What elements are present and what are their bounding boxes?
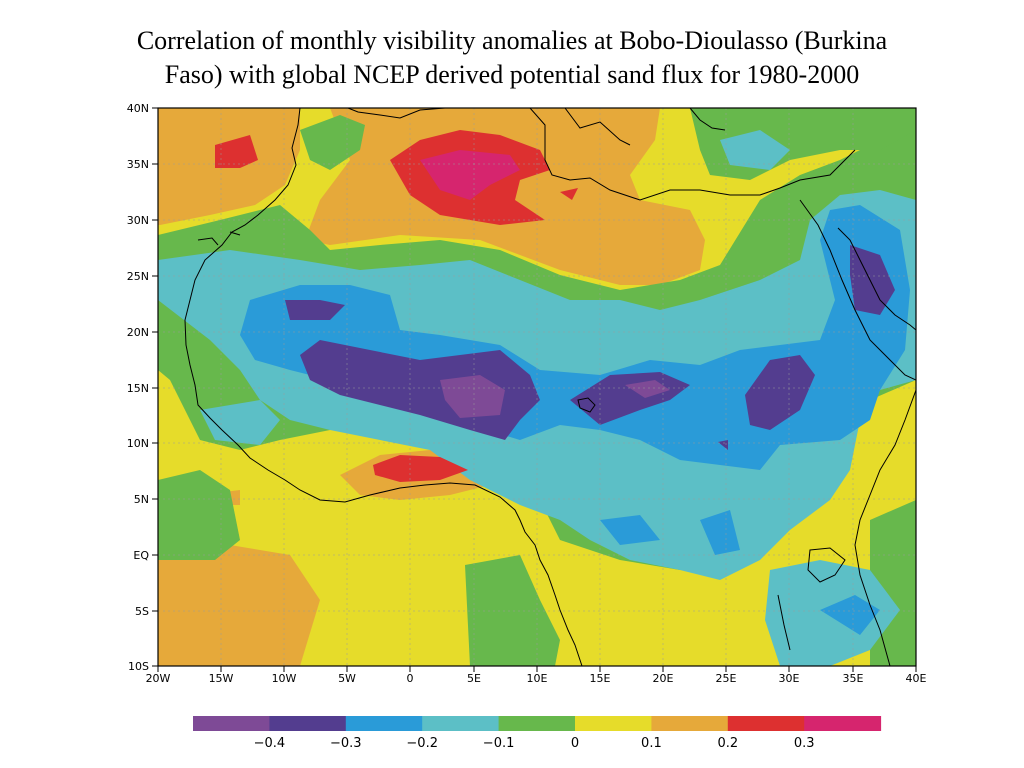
lon-label-5w: 5W xyxy=(338,672,356,685)
colorbar-swatch xyxy=(498,716,576,731)
contour-lightpurple-mali xyxy=(440,375,505,418)
contour-field xyxy=(158,108,916,666)
coastline-iberia xyxy=(347,108,446,119)
lat-label-40n: 40N xyxy=(127,102,149,115)
colorbar-label: −0.4 xyxy=(254,736,286,751)
map-title-line-1: Correlation of monthly visibility anomal… xyxy=(136,26,888,55)
lat-label-35n: 35N xyxy=(127,158,149,171)
coastline-canaries xyxy=(197,237,219,246)
contour-green-atlas xyxy=(300,115,365,170)
latitude-axis: 40N 35N 30N 25N 20N 15N 10N 5N EQ 5S 10S xyxy=(127,102,158,673)
colorbar-swatch xyxy=(727,716,805,731)
lat-label-25n: 25N xyxy=(127,270,149,283)
lat-label-30n: 30N xyxy=(127,214,149,227)
colorbar-label: −0.3 xyxy=(330,736,362,751)
lon-label-40e: 40E xyxy=(906,672,927,685)
lat-label-5s: 5S xyxy=(135,605,149,618)
lake-victoria xyxy=(807,547,846,583)
coastline-east-africa xyxy=(854,389,916,666)
lon-label-0: 0 xyxy=(407,672,414,685)
contour-blue-patch-1 xyxy=(600,515,660,545)
lon-label-30e: 30E xyxy=(779,672,800,685)
lake-chad xyxy=(577,397,596,413)
coastline-islands xyxy=(229,231,241,236)
map-title-line-2: Faso) with global NCEP derived potential… xyxy=(164,60,860,89)
lat-label-10s: 10S xyxy=(128,660,149,673)
lat-label-10n: 10N xyxy=(127,437,149,450)
coastline-italy xyxy=(564,108,631,146)
lon-label-25e: 25E xyxy=(716,672,737,685)
lon-label-20e: 20E xyxy=(653,672,674,685)
contour-darkpurple-sudan xyxy=(745,355,815,430)
graticule xyxy=(158,108,916,666)
coastline-west-africa xyxy=(184,108,583,666)
lon-label-15w: 15W xyxy=(209,672,234,685)
colorbar-label: 0.1 xyxy=(641,736,662,751)
contour-red-morocco xyxy=(215,135,258,168)
colorbar: −0.4 −0.3 −0.2 −0.1 0 0.1 0.2 0.3 xyxy=(193,716,882,751)
colorbar-swatch xyxy=(269,716,347,731)
coastline-red-sea-east xyxy=(837,227,916,331)
contour-red-gulf xyxy=(373,455,468,482)
lat-label-eq: EQ xyxy=(133,549,149,562)
colorbar-label: −0.1 xyxy=(483,736,515,751)
longitude-axis: 20W 15W 10W 5W 0 5E 10E 15E 20E 25E 30E … xyxy=(146,666,927,685)
contour-green-congo xyxy=(465,555,560,666)
contour-magenta-algeria xyxy=(420,150,520,200)
contour-blue-patch-2 xyxy=(700,510,740,555)
lon-label-5e: 5E xyxy=(467,672,481,685)
contour-teal-west xyxy=(200,400,280,445)
contour-blue-band xyxy=(240,205,910,470)
lat-label-5n: 5N xyxy=(134,493,149,506)
lon-label-10w: 10W xyxy=(272,672,297,685)
lon-label-10e: 10E xyxy=(527,672,548,685)
lat-label-20n: 20N xyxy=(127,326,149,339)
coastline-north-africa xyxy=(529,108,856,201)
lat-label-15n: 15N xyxy=(127,382,149,395)
contour-green-west xyxy=(158,470,240,560)
colorbar-label: −0.2 xyxy=(406,736,438,751)
map-title: Correlation of monthly visibility anomal… xyxy=(0,24,1024,92)
colorbar-swatch xyxy=(804,716,882,731)
contour-blue-patch-3 xyxy=(820,595,880,635)
lon-label-35e: 35E xyxy=(843,672,864,685)
lon-label-15e: 15E xyxy=(590,672,611,685)
colorbar-label: 0 xyxy=(571,736,579,751)
colorbar-swatch xyxy=(651,716,729,731)
contour-darkpurple-mauritania xyxy=(285,300,345,320)
contour-orange-sw xyxy=(158,545,320,666)
lake-tanganyika xyxy=(777,594,791,651)
colorbar-label: 0.2 xyxy=(717,736,738,751)
colorbar-swatch xyxy=(575,716,652,731)
coastline-red-sea-west xyxy=(799,199,916,381)
lon-label-20w: 20W xyxy=(146,672,171,685)
contour-red-libya xyxy=(560,188,578,200)
coastlines xyxy=(184,108,916,666)
colorbar-swatch xyxy=(193,716,270,731)
colorbar-label: 0.3 xyxy=(794,736,815,751)
contour-lightpurple-chad xyxy=(625,380,670,398)
coastline-balkans xyxy=(689,108,726,131)
contour-darkpurple-dot xyxy=(718,440,728,450)
contour-teal-med xyxy=(720,130,790,170)
colorbar-swatch xyxy=(345,716,423,731)
colorbar-swatch xyxy=(422,716,500,731)
